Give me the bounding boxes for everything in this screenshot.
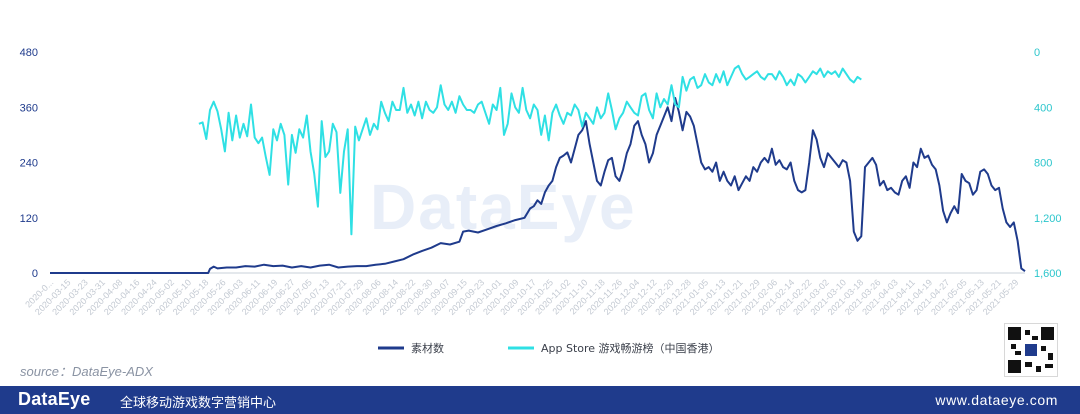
series-line-assets	[50, 97, 1026, 274]
series-line-appstore-rank	[198, 64, 862, 236]
y-left-tick-label: 0	[32, 268, 38, 280]
y-left-tick-label: 360	[20, 102, 38, 114]
y-left-tick-label: 480	[20, 47, 38, 59]
footer-bar: DataEye 全球移动游戏数字营销中心 www.dataeye.com	[0, 386, 1080, 414]
dataeye-logo: DataEye	[18, 389, 91, 409]
y-right-tick-label: 800	[1034, 158, 1052, 170]
footer-website: www.dataeye.com	[935, 392, 1058, 408]
qr-code-icon	[1004, 323, 1058, 377]
y-left-tick-label: 120	[20, 213, 38, 225]
watermark: DataEye	[370, 171, 637, 243]
y-right-tick-label: 0	[1034, 47, 1040, 59]
legend-label: 素材数	[411, 341, 444, 355]
y-right-tick-label: 1,200	[1034, 213, 1062, 225]
y-right-tick-label: 1,600	[1034, 268, 1062, 280]
footer-slogan: 全球移动游戏数字营销中心	[120, 396, 277, 411]
source-note: source：DataEye-ADX	[20, 364, 153, 379]
y-left-tick-label: 240	[20, 158, 38, 170]
y-right-tick-label: 400	[1034, 102, 1052, 114]
legend-label: App Store 游戏畅游榜（中国香港）	[541, 341, 720, 355]
